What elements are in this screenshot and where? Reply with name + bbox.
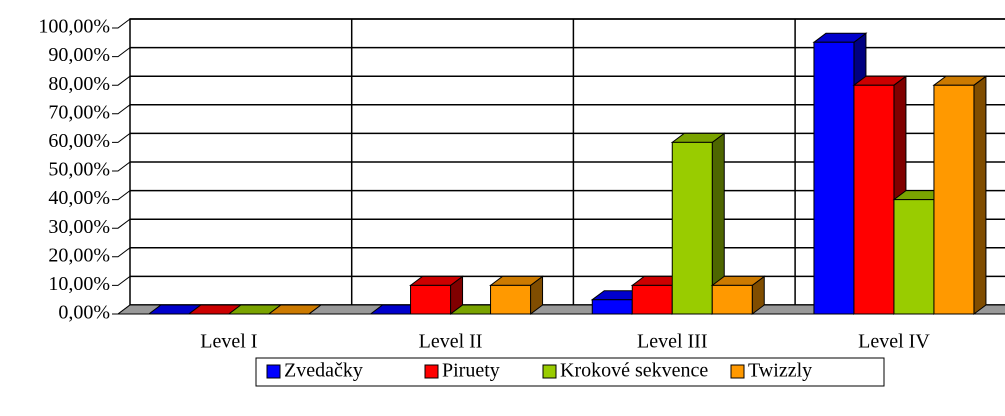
y-tick	[112, 132, 131, 143]
y-tick	[112, 104, 131, 115]
x-tick-label: Level I	[200, 331, 257, 353]
x-tick-label: Level II	[419, 331, 483, 353]
bar-face	[410, 284, 452, 315]
bar-face	[893, 199, 935, 315]
bar	[409, 275, 465, 315]
bar-face	[813, 41, 855, 315]
y-tick-label: 90,00%	[48, 44, 110, 66]
legend-label: Krokové sekvence	[560, 360, 708, 382]
y-tick	[112, 18, 131, 29]
bar-face	[591, 299, 633, 315]
y-tick-label: 10,00%	[48, 273, 110, 295]
legend-swatch	[266, 364, 281, 379]
x-tick-label: Level III	[637, 331, 708, 353]
bar-face	[711, 284, 753, 315]
y-tick-label: 30,00%	[48, 216, 110, 238]
legend-label: Zvedačky	[284, 360, 363, 382]
y-tick	[112, 275, 131, 286]
legend-label: Piruety	[442, 360, 500, 382]
bar	[267, 304, 323, 315]
y-tick-label: 50,00%	[48, 159, 110, 181]
y-tick-label: 40,00%	[48, 187, 110, 209]
bar	[489, 275, 545, 315]
bar	[710, 275, 766, 315]
y-tick-label: 100,00%	[38, 16, 110, 38]
legend-label: Twizzly	[748, 360, 812, 382]
legend-swatch	[424, 364, 439, 379]
bar	[932, 75, 988, 315]
y-tick-label: 20,00%	[48, 244, 110, 266]
y-tick	[112, 47, 131, 58]
legend-box	[255, 357, 885, 387]
bar-face	[490, 284, 532, 315]
legend-swatch	[542, 364, 557, 379]
y-tick-label: 0,00%	[58, 302, 110, 324]
bar-face	[671, 141, 713, 315]
legend-swatch	[730, 364, 745, 379]
bar-face	[267, 304, 323, 315]
y-tick	[112, 75, 131, 86]
y-tick	[112, 161, 131, 172]
bar-face	[853, 84, 895, 315]
bar-face	[973, 75, 987, 315]
x-tick-label: Level IV	[858, 331, 930, 353]
y-tick-label: 70,00%	[48, 101, 110, 123]
y-tick-label: 80,00%	[48, 73, 110, 95]
bar-face	[631, 284, 673, 315]
y-tick	[112, 218, 131, 229]
y-tick	[112, 247, 131, 258]
bar-face	[933, 84, 975, 315]
y-tick-label: 60,00%	[48, 130, 110, 152]
y-tick	[112, 190, 131, 201]
